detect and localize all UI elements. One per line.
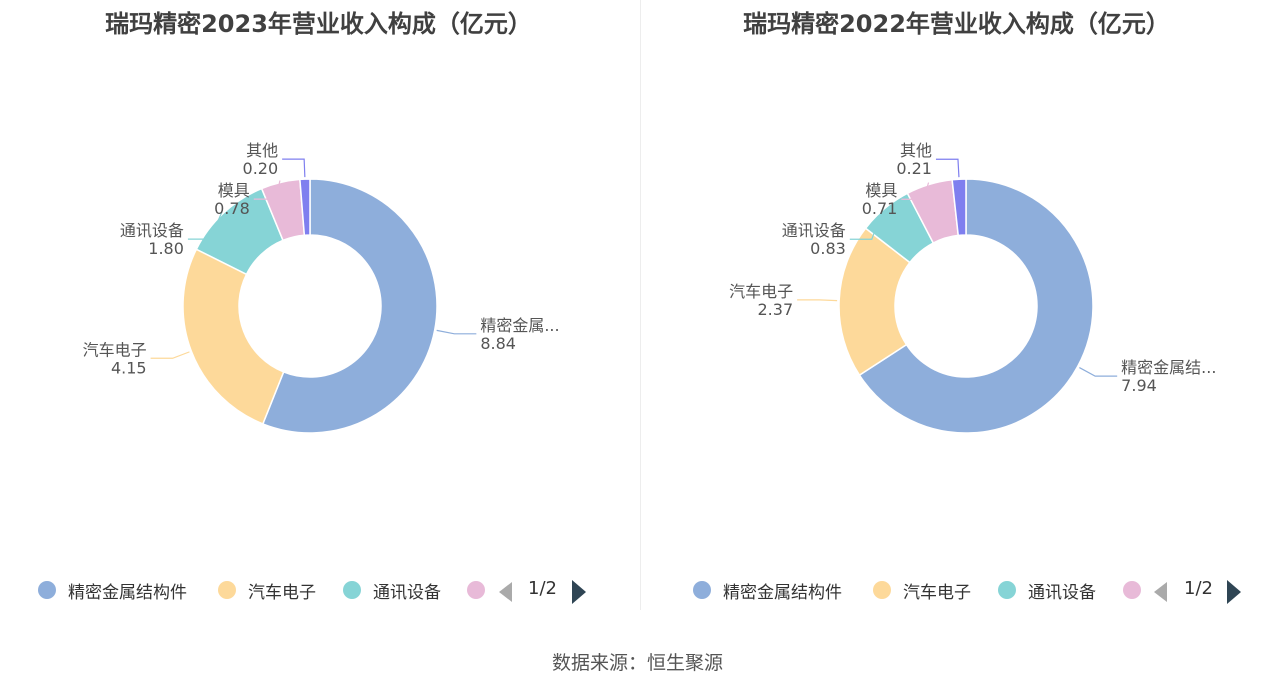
legend-label: 汽车电子 [903, 582, 971, 603]
chart-title: 瑞玛精密2022年营业收入构成（亿元） [743, 10, 1170, 38]
legend-page-indicator: 1/2 [1184, 578, 1213, 599]
leader-line-molds [901, 182, 930, 200]
slice-label-molds: 模具 [218, 181, 250, 200]
slice-precision-metal[interactable] [261, 178, 438, 434]
chart-panel-2023: 瑞玛精密2023年营业收入构成（亿元） 精密金属... 8.84 汽车电子 4.15 通… [0, 0, 637, 610]
legend-page-indicator: 1/2 [528, 578, 557, 599]
legend-dot-icon [343, 581, 361, 599]
legend-label: 精密金属结构件 [723, 582, 842, 603]
panel-divider [640, 0, 641, 610]
value-label-molds: 0.71 [862, 199, 898, 218]
value-label-precision-metal: 7.94 [1121, 376, 1157, 395]
legend-prev-page-icon[interactable] [499, 582, 512, 602]
legend-dot-icon [467, 581, 485, 599]
slice-label-auto-electronics: 汽车电子 [729, 282, 793, 301]
value-label-telecom-equipment: 1.80 [148, 239, 184, 258]
data-source-note: 数据来源：恒生聚源 [551, 652, 723, 674]
value-label-auto-electronics: 4.15 [111, 358, 147, 377]
legend-item-通讯设备[interactable]: 通讯设备 [998, 576, 1096, 604]
leader-line-other [282, 158, 306, 178]
leader-line-auto-electronics [797, 299, 838, 302]
legend-label: 精密金属结构件 [68, 582, 187, 603]
legend: 精密金属结构件 汽车电子 通讯设备 1/2 [638, 576, 1275, 606]
value-label-molds: 0.78 [214, 199, 250, 218]
legend-dot-icon [218, 581, 236, 599]
slice-label-auto-electronics: 汽车电子 [83, 340, 147, 359]
legend-item-通讯设备[interactable]: 通讯设备 [343, 576, 441, 604]
leader-line-auto-electronics [150, 351, 190, 359]
legend-item-精密金属结构件[interactable]: 精密金属结构件 [38, 576, 187, 604]
slice-label-precision-metal: 精密金属... [480, 316, 559, 335]
slice-precision-metal[interactable] [858, 178, 1094, 434]
legend-prev-page-icon[interactable] [1154, 582, 1167, 602]
legend-item-汽车电子[interactable]: 汽车电子 [218, 576, 316, 604]
legend-item-汽车电子[interactable]: 汽车电子 [873, 576, 971, 604]
value-label-telecom-equipment: 0.83 [810, 239, 846, 258]
slice-label-telecom-equipment: 通讯设备 [782, 221, 846, 240]
slice-label-other: 其他 [900, 141, 932, 160]
legend-item-模具-partial[interactable] [467, 576, 485, 604]
leader-line-telecom-equipment [849, 206, 884, 240]
legend-label: 通讯设备 [1028, 582, 1096, 603]
legend-dot-icon [693, 581, 711, 599]
slice-other[interactable] [951, 178, 967, 237]
leader-line-precision-metal [1079, 367, 1118, 377]
legend-next-page-icon[interactable] [572, 580, 586, 604]
leader-line-telecom-equipment [187, 211, 223, 240]
legend-item-模具-partial[interactable] [1123, 576, 1141, 604]
slice-label-telecom-equipment: 通讯设备 [120, 221, 184, 240]
value-label-other: 0.20 [243, 159, 279, 178]
leader-line-precision-metal [436, 329, 477, 335]
legend: 精密金属结构件 汽车电子 通讯设备 1/2 [0, 576, 637, 606]
legend-next-page-icon[interactable] [1227, 580, 1241, 604]
legend-dot-icon [998, 581, 1016, 599]
leader-line-other [935, 158, 960, 178]
value-label-other: 0.21 [896, 159, 932, 178]
legend-dot-icon [873, 581, 891, 599]
chart-panel-2022: 瑞玛精密2022年营业收入构成（亿元） 精密金属结... 7.94 汽车电子 2.37… [638, 0, 1275, 610]
value-label-auto-electronics: 2.37 [758, 300, 794, 319]
slice-label-other: 其他 [246, 141, 278, 160]
legend-label: 通讯设备 [373, 582, 441, 603]
legend-dot-icon [38, 581, 56, 599]
leader-line-molds [253, 180, 281, 200]
value-label-precision-metal: 8.84 [480, 334, 516, 353]
legend-label: 汽车电子 [248, 582, 316, 603]
slice-label-precision-metal: 精密金属结... [1121, 358, 1216, 377]
slice-other[interactable] [299, 178, 311, 237]
slice-auto-electronics[interactable] [182, 248, 285, 425]
legend-item-精密金属结构件[interactable]: 精密金属结构件 [693, 576, 842, 604]
legend-dot-icon [1123, 581, 1141, 599]
slice-label-molds: 模具 [865, 181, 897, 200]
chart-title: 瑞玛精密2023年营业收入构成（亿元） [105, 10, 532, 38]
